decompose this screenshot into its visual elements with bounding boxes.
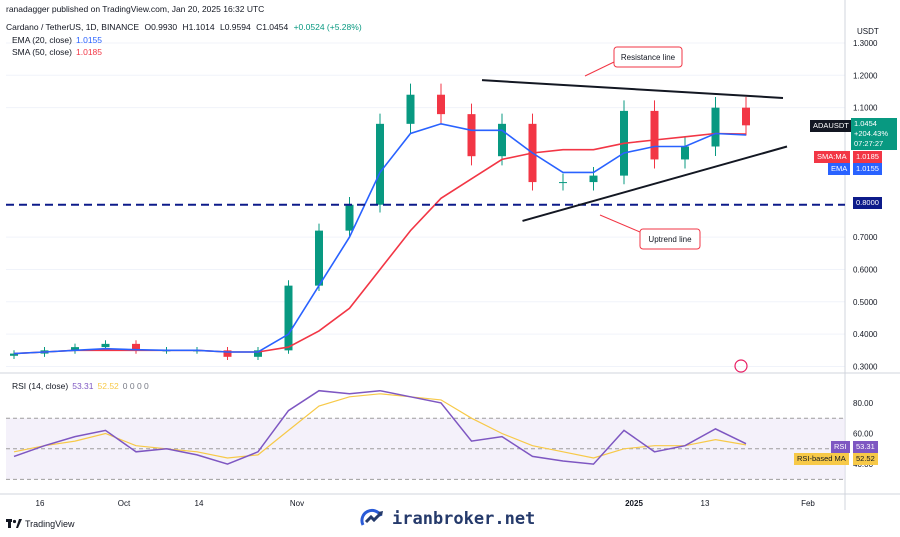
resistance-callout-arrow [584, 61, 615, 77]
sma-legend-label: SMA (50, close) [12, 47, 72, 57]
watermark-text: iranbroker.net [392, 509, 536, 529]
rsi-legend[interactable]: RSI (14, close) 53.31 52.52 0 0 0 0 [12, 381, 149, 391]
ema-legend-value: 1.0155 [76, 35, 102, 45]
price-tick-label: 0.5000 [853, 298, 878, 307]
watermark: iranbroker.net [360, 507, 535, 531]
rsi-legend-value: 53.31 [72, 381, 94, 391]
candle-body [376, 123, 384, 205]
event-marker-icon [734, 359, 748, 373]
time-tick-label: 13 [701, 499, 710, 508]
ema-line [13, 122, 747, 355]
candle-body [284, 285, 293, 351]
price-tick-label: 1.2000 [853, 71, 878, 80]
rsi-ma-line [13, 393, 747, 459]
symbol-title: Cardano / TetherUS, 1D, BINANCE [6, 22, 140, 32]
ohlc-close: C1.0454 [256, 22, 289, 32]
rsi-tick-label: 60.00 [853, 430, 874, 439]
rsi-ma-tag-value: 52.52 [853, 453, 878, 465]
symbol-header: Cardano / TetherUS, 1D, BINANCE O0.9930 … [6, 22, 365, 32]
candle-body [315, 230, 323, 286]
uptrend-callout-box [639, 228, 701, 250]
rsi-tick-label: 80.00 [853, 399, 874, 408]
tradingview-brand[interactable]: TradingView [6, 519, 75, 529]
rsi-zeros: 0 0 0 0 [122, 381, 149, 391]
ema-legend-label: EMA (20, close) [12, 35, 72, 45]
candle-body [254, 350, 262, 357]
rsi-tag-label: RSI [831, 441, 850, 453]
rsi-tag-value: 53.31 [853, 441, 878, 453]
ohlc-low: L0.9594 [219, 22, 251, 32]
rsi-line [13, 389, 747, 465]
candle-body [437, 94, 445, 115]
rsi-band [6, 418, 845, 480]
time-tick-label: 2025 [625, 499, 643, 508]
publish-info: ranadagger published on TradingView.com,… [6, 4, 265, 14]
candle-body [223, 350, 232, 357]
price-tick-label: 1.1000 [853, 104, 878, 113]
candle-body [681, 146, 689, 160]
rsi-ma-legend-value: 52.52 [97, 381, 119, 391]
time-tick-label: 16 [36, 499, 45, 508]
candle-body [406, 94, 415, 124]
resistance-line [481, 79, 784, 99]
ohlc-open: O0.9930 [144, 22, 178, 32]
candle-body [101, 343, 110, 348]
sma-legend-value: 1.0185 [76, 47, 102, 57]
price-tick-label: 0.3000 [853, 363, 878, 372]
rsi-ma-tag-label: RSI-based MA [794, 453, 849, 465]
time-tick-label: Feb [801, 499, 815, 508]
uptrend-callout-arrow [599, 214, 641, 233]
ohlc-high: H1.1014 [182, 22, 215, 32]
uptrend-line [522, 145, 788, 222]
rsi-legend-label: RSI (14, close) [12, 381, 69, 391]
candle-body [711, 107, 720, 147]
ema-tag-value: 1.0155 [853, 163, 882, 175]
time-tick-label: 14 [195, 499, 204, 508]
sma-legend[interactable]: SMA (50, close) 1.0185 [12, 47, 102, 57]
price-tag: 1.0454 +204.43% 07:27:27 [851, 118, 897, 150]
watermark-logo-icon [360, 508, 383, 526]
price-tag-pct: +204.43% [854, 129, 888, 138]
candle-body [10, 353, 18, 356]
time-tick-label: Oct [118, 499, 131, 508]
candle-body [650, 110, 659, 160]
currency-label[interactable]: USDT [857, 27, 879, 36]
candle-body [498, 123, 506, 157]
ema-legend[interactable]: EMA (20, close) 1.0155 [12, 35, 102, 45]
candle-body [132, 343, 140, 351]
sma-tag-label: SMA:MA [814, 151, 850, 163]
candle-body [589, 175, 598, 183]
tradingview-logo-icon [6, 519, 22, 528]
price-tag-value: 1.0454 [854, 119, 877, 128]
price-tick-label: 1.3000 [853, 39, 878, 48]
level-tag: 0.8000 [853, 197, 882, 209]
tradingview-label: TradingView [25, 519, 75, 529]
candle-body [71, 347, 79, 351]
candle-body [345, 204, 354, 231]
candle-body [467, 114, 476, 157]
resistance-callout-box [613, 46, 683, 68]
symbol-tag: ADAUSDT [810, 120, 852, 132]
time-tick-label: Nov [290, 499, 304, 508]
candle-body [559, 182, 567, 184]
uptrend-callout-text: Uptrend line [648, 235, 692, 244]
price-tick-label: 0.6000 [853, 265, 878, 274]
price-tag-countdown: 07:27:27 [854, 139, 884, 148]
ema-tag-label: EMA [828, 163, 851, 175]
resistance-callout-text: Resistance line [621, 53, 676, 62]
ohlc-change: +0.0524 (+5.28%) [293, 22, 362, 32]
price-tick-label: 0.4000 [853, 330, 878, 339]
sma-tag-value: 1.0185 [853, 151, 882, 163]
candle-body [742, 107, 750, 126]
price-tick-label: 0.7000 [853, 233, 878, 242]
